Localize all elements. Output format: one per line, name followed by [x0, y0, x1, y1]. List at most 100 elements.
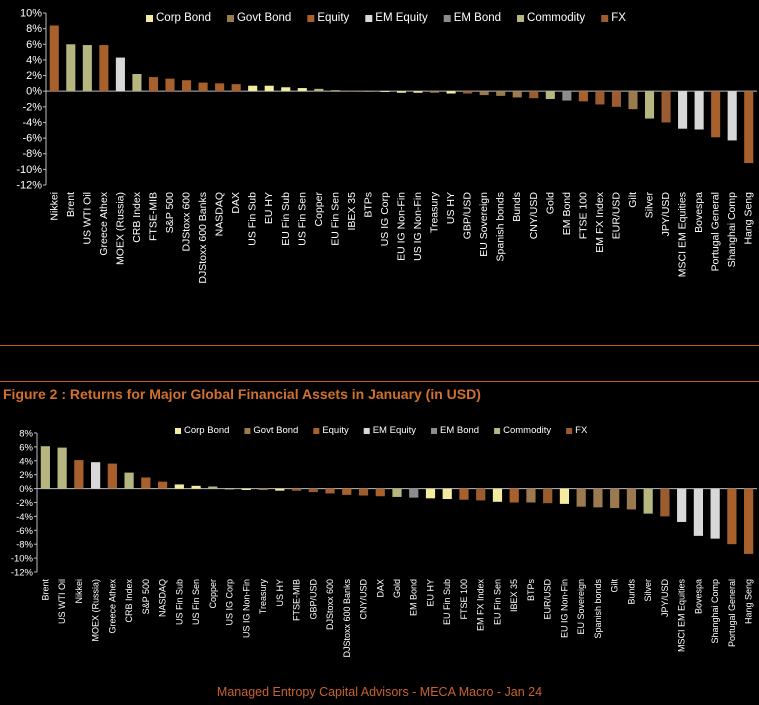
y-tick-label: 6% — [19, 442, 33, 453]
legend-swatch — [601, 15, 609, 22]
category-label: CNY/USD — [359, 579, 369, 620]
category-label: DJStoxx 600 — [325, 579, 335, 630]
bar-us-ig-non-fin — [241, 488, 251, 490]
bar-greece-athex — [99, 45, 109, 92]
category-label: Spanish bonds — [495, 192, 507, 261]
bar-moex-russia- — [115, 57, 125, 92]
bar-ftse-100 — [578, 91, 588, 102]
category-label: US WTI Oil — [57, 579, 67, 624]
bar-s-p-500 — [141, 477, 151, 489]
bar-s-p-500 — [165, 78, 175, 92]
category-label: CRB Index — [124, 579, 134, 623]
category-label: US IG Corp — [225, 579, 235, 626]
category-label: Greece Athex — [98, 191, 110, 255]
bar-nikkei — [49, 25, 59, 92]
legend-swatch — [146, 15, 153, 22]
category-label: EM FX Index — [476, 579, 486, 632]
category-label: EU Fin Sen — [492, 579, 502, 625]
category-label: BTPs — [362, 192, 374, 218]
category-label: Silver — [643, 579, 653, 602]
bar-em-fx-index — [476, 488, 486, 501]
category-label: EU Fin Sub — [280, 192, 292, 246]
bar-em-bond — [409, 488, 419, 498]
category-label: EU Fin Sub — [442, 579, 452, 625]
category-label: US Fin Sen — [296, 192, 308, 246]
bar-gold — [392, 488, 402, 497]
y-tick-label: -12% — [11, 568, 34, 579]
bar-copper — [314, 88, 324, 92]
bar-copper — [208, 486, 218, 489]
bar-silver — [643, 488, 653, 514]
category-label: US IG Corp — [379, 192, 391, 246]
y-tick-label: -4% — [16, 512, 33, 523]
category-label: DJStoxx 600 — [181, 192, 193, 252]
bar-greece-athex — [107, 463, 117, 489]
bar-portugal-general — [711, 91, 721, 138]
chart-2-svg: 8% 6% 4% 2% 0% -2% -4% -6% -8% -10% -12% Brent US WT… — [11, 425, 757, 658]
figure-title: Figure 2 : Returns for Major Global Fina… — [3, 386, 481, 402]
legend-label: EM Equity — [375, 12, 428, 24]
bar-djstoxx-600-banks — [198, 82, 208, 92]
bar-gilt — [628, 91, 638, 110]
footer-credit: Managed Entropy Capital Advisors - MECA … — [216, 685, 543, 699]
category-label: CRB Index — [131, 191, 143, 243]
bar-gold — [545, 91, 555, 99]
bar-btps — [363, 91, 373, 92]
category-label: NASDAQ — [214, 192, 226, 236]
legend-swatch — [244, 428, 251, 434]
y-tick-label: -6% — [22, 133, 42, 145]
category-label: Copper — [208, 579, 218, 609]
category-label: BTPs — [526, 579, 536, 602]
legend-swatch — [566, 428, 573, 434]
legend-swatch — [494, 428, 501, 434]
category-label: US IG Non-Fin — [412, 192, 424, 261]
legend-swatch — [443, 15, 451, 22]
bar-dax — [375, 488, 385, 497]
legend-label: Govt Bond — [237, 12, 291, 24]
bar-nasdaq — [157, 481, 168, 489]
category-label: FTSE 100 — [459, 579, 469, 620]
bar-eu-hy — [425, 488, 436, 499]
bar-gilt — [610, 488, 620, 509]
legend-swatch — [175, 428, 181, 434]
bar-moex-russia- — [91, 462, 101, 489]
bar-gbp-usd — [463, 91, 473, 94]
category-label: Brent — [65, 192, 77, 217]
category-label: US Fin Sen — [191, 579, 201, 625]
y-tick-label: 10% — [20, 8, 42, 20]
y-tick-label: -4% — [22, 117, 42, 129]
bar-ibex-35 — [347, 91, 357, 92]
bar-em-fx-index — [595, 91, 605, 105]
bar-msci-em-equities — [677, 488, 687, 522]
category-label: Shanghai Comp — [726, 192, 738, 267]
category-label: NASDAQ — [158, 579, 168, 617]
category-label: Hang Seng — [743, 192, 755, 245]
y-tick-label: 2% — [26, 70, 42, 82]
bar-eu-sovereign — [576, 488, 586, 507]
bar-shanghai-comp — [710, 488, 720, 539]
category-label: Bovespa — [693, 579, 703, 614]
y-tick-label: -6% — [16, 526, 33, 537]
bar-dax — [231, 84, 241, 92]
y-tick-label: -8% — [22, 148, 42, 160]
category-label: FTSE-MIB — [147, 192, 159, 241]
bar-nikkei — [74, 460, 84, 489]
category-label: Greece Athex — [107, 579, 117, 634]
category-label: Treasury — [429, 191, 441, 233]
category-label: Portugal General — [710, 192, 722, 271]
bar-djstoxx-600 — [181, 80, 192, 92]
category-label: Bunds — [626, 579, 636, 605]
legend-swatch — [226, 15, 234, 22]
category-label: Gilt — [627, 192, 639, 208]
legend-label: Govt Bond — [253, 425, 298, 436]
category-label: DJStoxx 600 Banks — [342, 579, 352, 658]
legend-label: Corp Bond — [184, 425, 229, 436]
bar-treasury — [258, 488, 268, 490]
bar-jpy-usd — [660, 488, 670, 517]
legend-label: FX — [575, 425, 588, 436]
category-label: MSCI EM Equities — [677, 579, 687, 653]
bar-eu-sovereign — [479, 91, 489, 96]
bar-hang-seng — [744, 488, 754, 554]
bar-djstoxx-600 — [325, 488, 335, 494]
bar-shanghai-comp — [727, 91, 737, 141]
